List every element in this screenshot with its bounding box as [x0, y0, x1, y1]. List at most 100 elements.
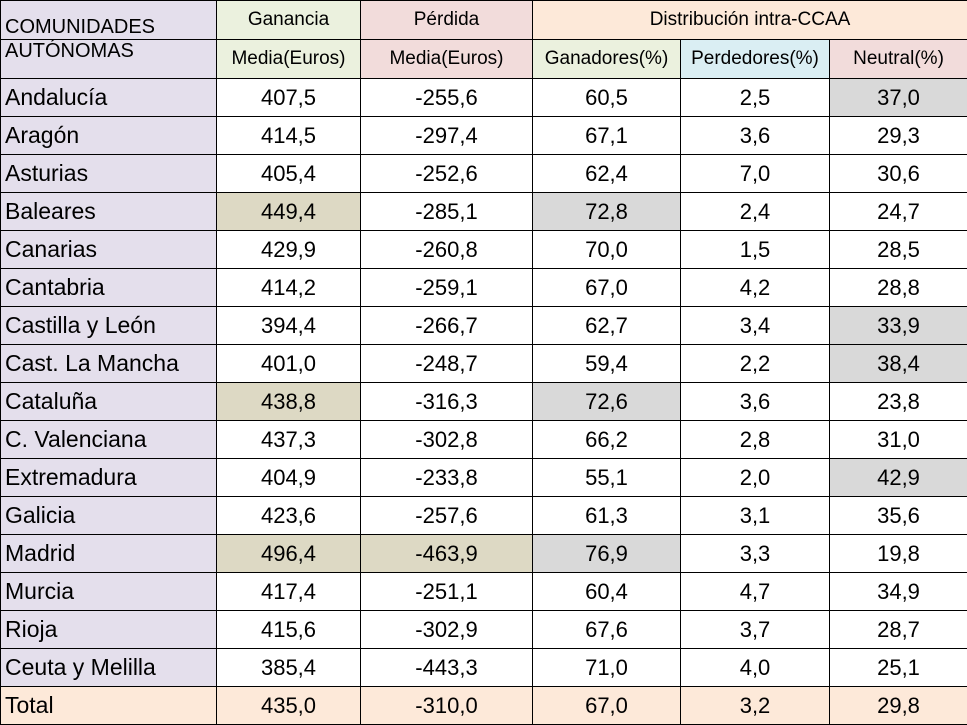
header-neutral: Neutral(%)	[830, 40, 967, 79]
cell-winners: 61,3	[533, 497, 681, 535]
cell-winners: 67,1	[533, 117, 681, 155]
total-cell-losers: 3,2	[681, 687, 830, 725]
cell-loss: -259,1	[361, 269, 533, 307]
cell-losers: 3,7	[681, 611, 830, 649]
cell-losers: 2,0	[681, 459, 830, 497]
cell-region: C. Valenciana	[1, 421, 217, 459]
cell-neutral: 33,9	[830, 307, 967, 345]
cell-loss: -255,6	[361, 79, 533, 117]
cell-gain: 437,3	[217, 421, 361, 459]
cell-neutral: 28,8	[830, 269, 967, 307]
cell-region: Asturias	[1, 155, 217, 193]
cell-gain: 429,9	[217, 231, 361, 269]
cell-gain: 438,8	[217, 383, 361, 421]
cell-loss: -285,1	[361, 193, 533, 231]
header-loss-line2: Media(Euros)	[361, 40, 533, 79]
cell-gain: 423,6	[217, 497, 361, 535]
cell-neutral: 35,6	[830, 497, 967, 535]
cell-losers: 4,0	[681, 649, 830, 687]
cell-loss: -252,6	[361, 155, 533, 193]
cell-losers: 3,6	[681, 383, 830, 421]
cell-region: Aragón	[1, 117, 217, 155]
cell-winners: 67,0	[533, 269, 681, 307]
cell-losers: 2,2	[681, 345, 830, 383]
cell-losers: 2,4	[681, 193, 830, 231]
header-gain-line2: Media(Euros)	[217, 40, 361, 79]
total-cell-neutral: 29,8	[830, 687, 967, 725]
cell-region: Andalucía	[1, 79, 217, 117]
cell-winners: 70,0	[533, 231, 681, 269]
cell-region: Madrid	[1, 535, 217, 573]
header-winners: Ganadores(%)	[533, 40, 681, 79]
cell-losers: 3,4	[681, 307, 830, 345]
cell-loss: -257,6	[361, 497, 533, 535]
header-distribution: Distribución intra-CCAA	[533, 1, 967, 40]
cell-gain: 405,4	[217, 155, 361, 193]
cell-region: Cast. La Mancha	[1, 345, 217, 383]
cell-region: Cataluña	[1, 383, 217, 421]
cell-winners: 60,5	[533, 79, 681, 117]
cell-loss: -297,4	[361, 117, 533, 155]
cell-losers: 3,3	[681, 535, 830, 573]
cell-region: Cantabria	[1, 269, 217, 307]
cell-winners: 55,1	[533, 459, 681, 497]
cell-gain: 415,6	[217, 611, 361, 649]
total-cell-gain: 435,0	[217, 687, 361, 725]
header-row-1: COMUNIDADES Ganancia Pérdida Distribució…	[1, 1, 967, 40]
cell-neutral: 29,3	[830, 117, 967, 155]
cell-gain: 407,5	[217, 79, 361, 117]
cell-loss: -233,8	[361, 459, 533, 497]
cell-neutral: 19,8	[830, 535, 967, 573]
total-cell-winners: 67,0	[533, 687, 681, 725]
cell-neutral: 34,9	[830, 573, 967, 611]
cell-gain: 417,4	[217, 573, 361, 611]
cell-winners: 67,6	[533, 611, 681, 649]
cell-region: Extremadura	[1, 459, 217, 497]
cell-region: Ceuta y Melilla	[1, 649, 217, 687]
cell-loss: -260,8	[361, 231, 533, 269]
cell-losers: 4,7	[681, 573, 830, 611]
cell-loss: -443,3	[361, 649, 533, 687]
cell-region: Rioja	[1, 611, 217, 649]
header-gain-line1: Ganancia	[217, 1, 361, 40]
cell-losers: 7,0	[681, 155, 830, 193]
cell-loss: -302,8	[361, 421, 533, 459]
cell-neutral: 23,8	[830, 383, 967, 421]
cell-loss: -302,9	[361, 611, 533, 649]
cell-loss: -266,7	[361, 307, 533, 345]
cell-winners: 72,6	[533, 383, 681, 421]
cell-gain: 404,9	[217, 459, 361, 497]
cell-losers: 3,6	[681, 117, 830, 155]
cell-winners: 76,9	[533, 535, 681, 573]
cell-winners: 59,4	[533, 345, 681, 383]
header-region-line1: COMUNIDADES	[1, 1, 217, 40]
cell-gain: 394,4	[217, 307, 361, 345]
cell-winners: 66,2	[533, 421, 681, 459]
cell-gain: 414,5	[217, 117, 361, 155]
cell-region: Galicia	[1, 497, 217, 535]
cell-winners: 71,0	[533, 649, 681, 687]
header-region-line2: AUTÓNOMAS	[1, 40, 217, 79]
cell-gain: 385,4	[217, 649, 361, 687]
cell-loss: -316,3	[361, 383, 533, 421]
cell-losers: 3,1	[681, 497, 830, 535]
cell-neutral: 24,7	[830, 193, 967, 231]
cell-region: Baleares	[1, 193, 217, 231]
cell-region: Canarias	[1, 231, 217, 269]
